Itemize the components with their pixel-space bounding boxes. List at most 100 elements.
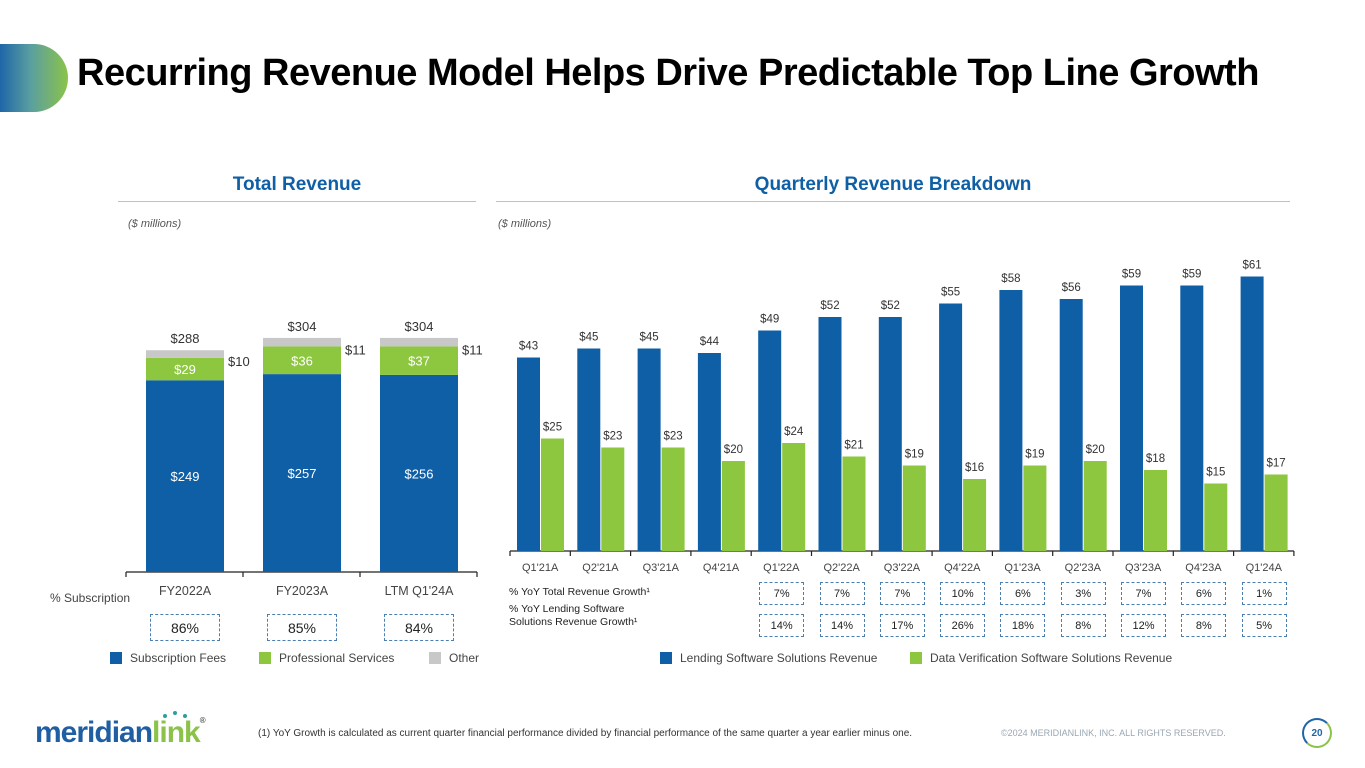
category-label: Q1'21A — [522, 562, 559, 574]
bar-lending-software — [999, 290, 1023, 551]
yoy-total-growth-box: 7% — [1121, 582, 1166, 605]
yoy-lending-growth-box: 17% — [879, 614, 925, 637]
legend-professional-services: Professional Services — [259, 651, 394, 665]
bar-value-label: $256 — [405, 466, 434, 481]
total-value-label: $304 — [288, 319, 317, 334]
legend-lending-software: Lending Software Solutions Revenue — [660, 651, 877, 665]
yoy-lending-growth-box: 14% — [819, 614, 865, 637]
bar-value-label: $24 — [784, 426, 804, 438]
logo-registered-mark: ® — [199, 716, 206, 725]
bar-segment-other — [380, 337, 458, 347]
bar-lending-software — [1120, 285, 1143, 551]
yoy-lending-growth-label-line2: Solutions Revenue Growth¹ — [509, 616, 638, 628]
yoy-total-growth-box: 10% — [940, 582, 986, 605]
meridianlink-logo: meridianlink® — [35, 711, 206, 752]
logo-text-meridian: meridian — [35, 716, 153, 749]
bar-value-label: $18 — [1146, 453, 1165, 465]
bar-data-verification — [661, 447, 685, 551]
total-value-label: $288 — [171, 331, 200, 346]
legend-swatch-blue — [110, 652, 122, 664]
page-title: Recurring Revenue Model Helps Drive Pred… — [77, 52, 1259, 94]
bar-value-label: $21 — [844, 440, 863, 452]
legend-subscription-fees: Subscription Fees — [110, 651, 226, 665]
bar-value-label: $59 — [1182, 269, 1201, 281]
category-label: Q1'23A — [1004, 562, 1041, 574]
bar-lending-software — [878, 317, 902, 551]
bar-value-label: $61 — [1243, 260, 1262, 272]
bar-value-label: $29 — [174, 362, 196, 377]
other-value-label: $11 — [345, 342, 366, 357]
bar-lending-software — [1240, 276, 1264, 551]
bar-data-verification — [1023, 465, 1047, 551]
other-value-label: $11 — [462, 342, 483, 357]
bar-value-label: $52 — [881, 300, 900, 312]
logo-dot — [163, 714, 167, 718]
section-divider — [496, 201, 1290, 202]
category-label: Q3'23A — [1125, 562, 1162, 574]
title-accent-shape — [0, 44, 68, 112]
bar-value-label: $25 — [543, 422, 562, 434]
bar-data-verification — [541, 438, 564, 551]
category-label: Q3'22A — [884, 562, 921, 574]
yoy-total-growth-box: 3% — [1060, 582, 1106, 605]
bar-data-verification — [782, 443, 806, 551]
bar-value-label: $23 — [664, 431, 683, 443]
footnote: (1) YoY Growth is calculated as current … — [258, 728, 913, 739]
logo-dot — [183, 714, 187, 718]
bar-value-label: $58 — [1001, 273, 1020, 285]
category-label: Q4'21A — [703, 562, 740, 574]
yoy-total-growth-box: 1% — [1241, 582, 1287, 605]
bar-value-label: $44 — [700, 336, 720, 348]
legend-data-verification: Data Verification Software Solutions Rev… — [910, 651, 1172, 665]
bar-value-label: $17 — [1267, 458, 1286, 470]
subscription-pct-label: % Subscription — [50, 591, 131, 605]
bar-data-verification — [1144, 470, 1167, 551]
category-label: LTM Q1'24A — [385, 584, 455, 598]
bar-data-verification — [842, 456, 866, 551]
subscription-pct-box: 86% — [150, 614, 220, 641]
bar-value-label: $49 — [760, 314, 779, 326]
bar-data-verification — [1083, 461, 1107, 551]
total-revenue-title: Total Revenue — [232, 174, 362, 195]
bar-value-label: $37 — [408, 354, 430, 369]
total-revenue-chart: $249 $29 $10 $288 FY2022A $257 $36 $11 $304 FY202… — [125, 319, 483, 598]
bar-value-label: $249 — [171, 469, 200, 484]
category-label: Q4'23A — [1185, 562, 1222, 574]
page-number: 20 — [1302, 718, 1332, 748]
section-divider — [118, 201, 476, 202]
bar-data-verification — [1264, 474, 1288, 551]
bar-segment-other — [146, 350, 224, 358]
bar-segment-professional-services — [263, 346, 341, 375]
legend-label: Professional Services — [279, 651, 395, 665]
bar-value-label: $59 — [1122, 269, 1141, 281]
bar-lending-software — [517, 357, 540, 551]
units-label: ($ millions) — [498, 218, 552, 230]
legend-swatch-green — [910, 652, 922, 664]
yoy-lending-growth-box: 12% — [1121, 614, 1166, 637]
category-label: Q2'21A — [582, 562, 619, 574]
bar-value-label: $45 — [640, 332, 659, 344]
legend-label: Subscription Fees — [130, 651, 227, 665]
bar-value-label: $23 — [603, 431, 622, 443]
category-label: Q2'23A — [1065, 562, 1102, 574]
bar-lending-software — [637, 348, 661, 551]
bar-segment-other — [263, 337, 341, 347]
total-value-label: $304 — [405, 319, 434, 334]
bar-data-verification — [963, 479, 987, 551]
category-label: Q2'22A — [823, 562, 860, 574]
yoy-total-growth-box: 7% — [879, 582, 925, 605]
legend-swatch-blue — [660, 652, 672, 664]
bar-value-label: $19 — [1025, 449, 1044, 461]
bar-value-label: $20 — [1086, 444, 1105, 456]
bar-segment-subscription-fees — [146, 380, 224, 572]
yoy-lending-growth-box: 5% — [1241, 614, 1287, 637]
legend-label: Lending Software Solutions Revenue — [680, 651, 878, 665]
bar-data-verification — [601, 447, 625, 551]
yoy-lending-growth-box: 8% — [1181, 614, 1227, 637]
yoy-total-growth-label: % YoY Total Revenue Growth¹ — [509, 586, 650, 598]
bar-value-label: $19 — [905, 449, 924, 461]
bar-data-verification — [1204, 483, 1228, 551]
category-label: Q3'21A — [643, 562, 680, 574]
subscription-pct-box: 84% — [384, 614, 454, 641]
bar-segment-professional-services — [146, 357, 224, 381]
